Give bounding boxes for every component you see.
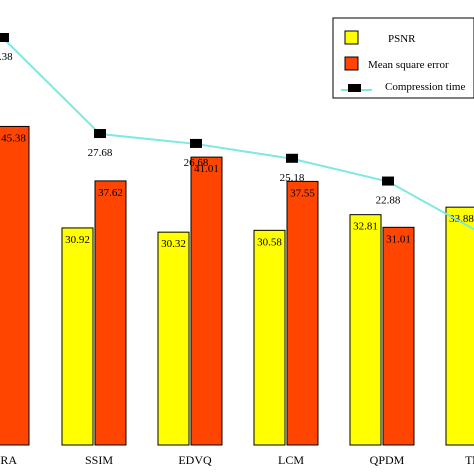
compression-marker-0: [0, 33, 9, 42]
compression-label-1: 27.68: [88, 147, 113, 159]
compression-marker-2: [190, 138, 202, 148]
value-label-mse-3: 37.55: [290, 187, 315, 199]
bar-mse-1: [94, 180, 127, 446]
legend-swatch-mse: [344, 56, 359, 71]
x-tick-label-5: This pa: [465, 453, 474, 467]
x-tick-layer: PSRA SSIM EDVQ LCM QPDM This pa: [0, 453, 474, 467]
value-label-psnr-2: 30.32: [161, 238, 186, 250]
x-tick-label-2: EDVQ: [178, 453, 212, 467]
bar-psnr-3: [253, 229, 286, 446]
bar-psnr-5: [445, 206, 474, 446]
bar-psnr-1: [61, 227, 94, 446]
legend-label-psnr: PSNR: [388, 33, 416, 45]
x-tick-label-1: SSIM: [85, 453, 113, 467]
compression-marker-1: [94, 129, 106, 139]
legend-label-compression: Compression time: [385, 81, 465, 93]
bar-mse-3: [286, 180, 319, 446]
compression-marker-3: [286, 153, 298, 163]
compression-marker-4: [382, 176, 394, 186]
line-layer: 7.38 27.68 26.68 25.18 22.88: [0, 33, 474, 231]
bars-layer: 3230.9230.3230.5832.8133.8845.3837.6241.…: [0, 125, 474, 446]
bar-mse-2: [190, 156, 223, 446]
bar-mse-4: [382, 226, 415, 446]
compression-label-3: 25.18: [280, 172, 305, 184]
value-label-psnr-3: 30.58: [257, 236, 282, 248]
legend-label-mse: Mean square error: [368, 59, 449, 71]
legend: PSNR Mean square error Compression time: [332, 17, 474, 99]
legend-swatch-psnr: [344, 30, 359, 45]
compression-label-0: 7.38: [0, 51, 13, 63]
compression-label-4: 22.88: [376, 195, 401, 207]
value-label-psnr-1: 30.92: [65, 234, 90, 246]
compression-time-line: [2, 37, 474, 231]
legend-marker-compression: [348, 84, 361, 92]
value-label-psnr-4: 32.81: [353, 221, 378, 233]
x-tick-label-0: PSRA: [0, 453, 17, 467]
bar-mse-0: [0, 125, 30, 446]
value-label-mse-0: 45.38: [1, 132, 26, 144]
x-tick-label-4: QPDM: [370, 453, 405, 467]
value-label-mse-1: 37.62: [98, 187, 123, 199]
compression-label-2: 26.68: [184, 157, 209, 169]
value-label-mse-2: 41.01: [194, 163, 219, 175]
bar-psnr-4: [349, 214, 382, 446]
bar-psnr-2: [157, 231, 190, 446]
value-label-psnr-5: 33.88: [449, 213, 474, 225]
value-label-mse-4: 31.01: [386, 233, 411, 245]
x-tick-label-3: LCM: [278, 453, 304, 467]
